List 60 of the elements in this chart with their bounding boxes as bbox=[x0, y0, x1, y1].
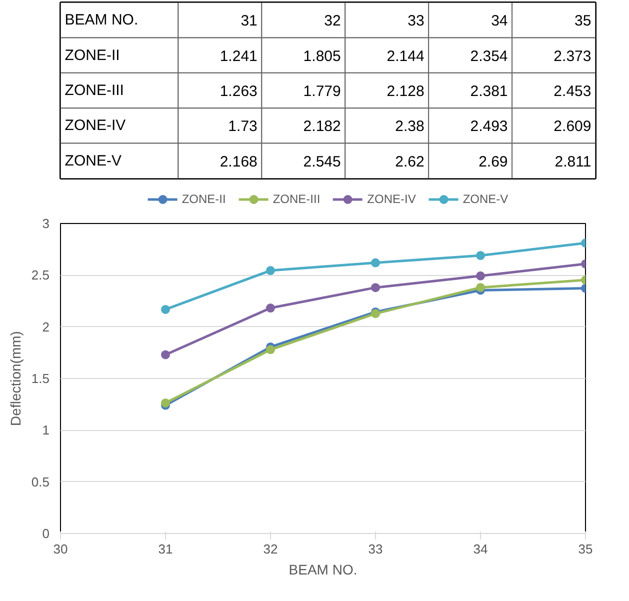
data-label: 2.381 bbox=[470, 83, 508, 100]
point bbox=[161, 350, 170, 360]
y-tick-label: ZONE-II bbox=[64, 46, 120, 64]
data-label: 2.62 bbox=[395, 153, 424, 170]
data-label: 1.805 bbox=[303, 48, 341, 65]
point bbox=[476, 251, 485, 260]
x-tick-label: 33 bbox=[408, 12, 424, 30]
point bbox=[371, 258, 380, 268]
point bbox=[266, 304, 275, 313]
legend-label: ZONE-IV bbox=[367, 192, 416, 206]
data-label: 2.373 bbox=[554, 48, 592, 65]
y-tick-label: 3 bbox=[42, 216, 50, 231]
point bbox=[161, 304, 170, 314]
x-tick-label: 32 bbox=[324, 12, 341, 30]
data-label: 2.38 bbox=[395, 118, 424, 136]
data-label: 1.263 bbox=[220, 83, 258, 100]
y-tick-label: 0.5 bbox=[31, 474, 50, 490]
y-tick-label: 2 bbox=[42, 319, 50, 334]
x-tick-label: 34 bbox=[491, 12, 508, 30]
data-label: 2.69 bbox=[478, 153, 508, 170]
data-label: 1.779 bbox=[303, 83, 341, 100]
x-tick-label: 31 bbox=[158, 542, 173, 556]
point bbox=[266, 266, 275, 276]
x-tick-label: 32 bbox=[263, 542, 278, 556]
point bbox=[476, 271, 485, 280]
point bbox=[161, 398, 170, 408]
data-label: 2.545 bbox=[303, 153, 341, 170]
point bbox=[371, 283, 380, 292]
y-tick-label: 1.5 bbox=[31, 371, 50, 386]
legend-label: ZONE-V bbox=[462, 192, 508, 206]
x-tick-label: 34 bbox=[473, 542, 488, 556]
x-tick-label: 33 bbox=[368, 542, 383, 556]
data-label: 2.354 bbox=[470, 48, 508, 65]
data-label: 2.493 bbox=[470, 118, 508, 136]
data-label: 1.73 bbox=[228, 118, 258, 136]
data-label: 2.168 bbox=[220, 153, 258, 170]
x-axis-title: BEAM NO. bbox=[64, 12, 138, 29]
x-axis-title: BEAM NO. bbox=[288, 562, 358, 578]
y-tick-label: ZONE-III bbox=[64, 82, 124, 99]
y-axis-title: Deflection(mm) bbox=[7, 331, 24, 426]
y-tick-label: 2.5 bbox=[31, 268, 50, 283]
point bbox=[266, 345, 275, 354]
y-tick-label: 0 bbox=[42, 526, 50, 541]
data-label: 1.241 bbox=[220, 48, 258, 65]
legend-label: ZONE-III bbox=[272, 192, 320, 206]
x-tick-label: 31 bbox=[240, 12, 258, 30]
y-tick-label: ZONE-V bbox=[64, 152, 122, 170]
y-tick-label: ZONE-IV bbox=[64, 117, 126, 134]
y-tick-label: 1 bbox=[42, 422, 50, 438]
data-label: 2.128 bbox=[386, 83, 424, 100]
data-label: 2.182 bbox=[303, 118, 341, 136]
data-label: 2.453 bbox=[554, 83, 592, 100]
x-tick-label: 30 bbox=[53, 542, 68, 556]
data-label: 2.811 bbox=[554, 153, 592, 170]
point bbox=[476, 282, 485, 292]
x-tick-label: 35 bbox=[578, 542, 593, 556]
data-label: 2.609 bbox=[554, 118, 592, 136]
x-tick-label: 35 bbox=[574, 12, 592, 30]
legend-label: ZONE-II bbox=[182, 192, 226, 206]
data-label: 2.144 bbox=[386, 48, 424, 65]
